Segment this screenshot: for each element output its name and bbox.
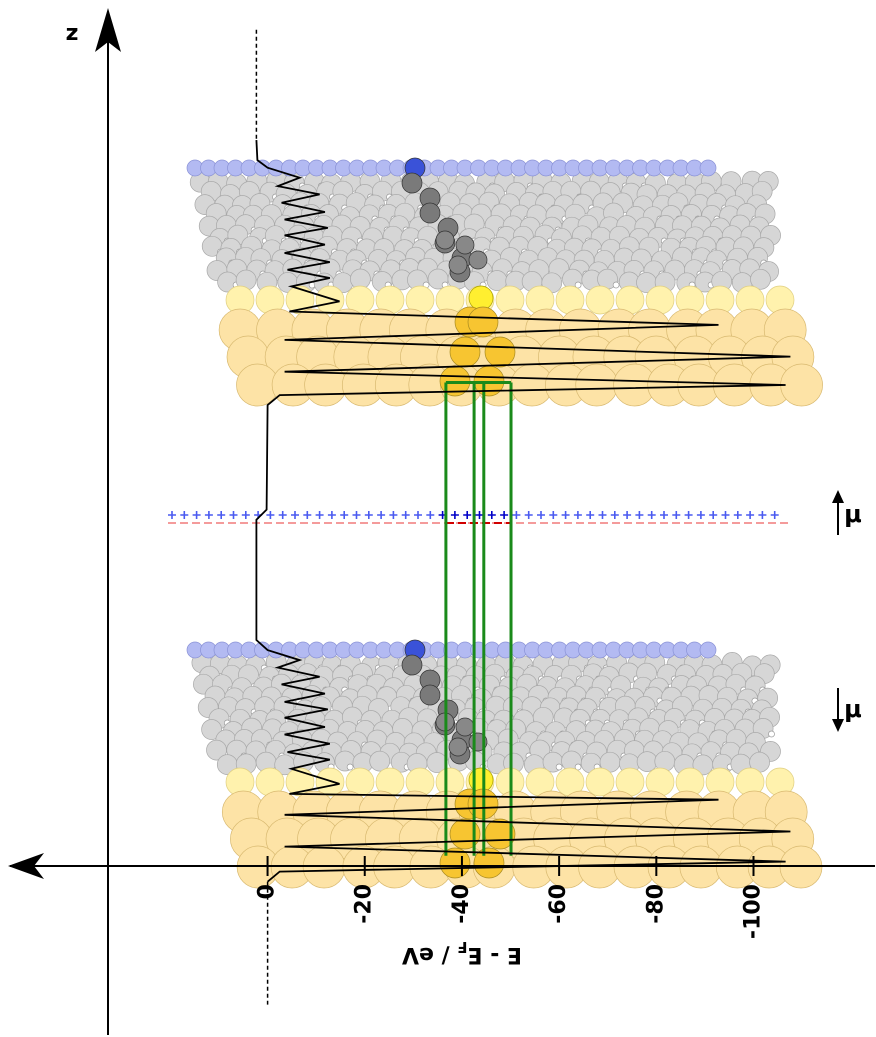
- sulfur-layer-atom: [586, 286, 614, 314]
- charge-plus: [697, 511, 705, 519]
- charge-plus: [242, 511, 250, 519]
- charge-plus: [180, 511, 188, 519]
- figure: z μ μ 0 -20 -40 -60 -80 -100 E - EF / eV: [0, 0, 876, 1037]
- dipole-label: μ: [844, 695, 862, 723]
- charge-plus: [389, 511, 397, 519]
- charge-plus: [316, 511, 324, 519]
- charge-plus: [586, 511, 594, 519]
- molecule-atom: [420, 203, 440, 223]
- charge-plus: [266, 511, 274, 519]
- x-axis-label-part: F: [457, 938, 467, 956]
- charge-plus: [426, 511, 434, 519]
- carbon-atom: [637, 752, 657, 772]
- charge-plus: [291, 511, 299, 519]
- mu-up: μ: [832, 490, 862, 535]
- charge-plus: [205, 511, 213, 519]
- charge-plus: [328, 511, 336, 519]
- charge-plus: [709, 511, 717, 519]
- x-tick-label: -60: [546, 884, 571, 924]
- gold-atom: [576, 364, 618, 406]
- charge-plus: [353, 511, 361, 519]
- charge-plus: [377, 511, 385, 519]
- x-tick-label: -80: [643, 884, 668, 924]
- charge-plus: [722, 511, 730, 519]
- charge-plus: [574, 511, 582, 519]
- molecule-atom: [456, 236, 474, 254]
- molecule-atom: [456, 718, 474, 736]
- molecule-atom: [449, 256, 467, 274]
- molecule-atom: [420, 685, 440, 705]
- hydrogen-atom: [769, 731, 775, 737]
- charge-plus: [672, 511, 680, 519]
- charge-plus: [476, 511, 484, 519]
- dipole-layer: [168, 511, 792, 523]
- x-tick-label: -40: [449, 884, 474, 924]
- z-axis-label: z: [66, 21, 79, 46]
- charge-plus: [771, 511, 779, 519]
- charge-plus: [230, 511, 238, 519]
- charge-plus: [685, 511, 693, 519]
- sulfur-layer-atom: [586, 768, 614, 796]
- nitrogen-atom: [700, 642, 716, 658]
- hydrogen-atom: [613, 282, 619, 288]
- charge-plus: [623, 511, 631, 519]
- hydrogen-atom: [556, 764, 562, 770]
- x-tick-label: -20: [352, 884, 377, 924]
- x-tick-label: 0: [255, 884, 280, 899]
- charge-plus: [500, 511, 508, 519]
- charge-plus: [549, 511, 557, 519]
- mu-down: μ: [832, 688, 862, 732]
- x-axis-label-part: / eV: [402, 942, 457, 967]
- charge-plus: [758, 511, 766, 519]
- charge-plus: [611, 511, 619, 519]
- molecule-atom: [402, 655, 422, 675]
- charge-plus: [512, 511, 520, 519]
- x-tick-label: -100: [741, 884, 766, 939]
- charge-plus: [746, 511, 754, 519]
- x-axis-label: E - EF / eV: [402, 938, 522, 967]
- charge-plus: [562, 511, 570, 519]
- dipole-label: μ: [844, 500, 862, 528]
- charge-plus: [193, 511, 201, 519]
- charge-plus: [340, 511, 348, 519]
- charge-plus: [168, 511, 176, 519]
- charge-plus: [635, 511, 643, 519]
- molecule-atom: [449, 738, 467, 756]
- charge-plus: [365, 511, 373, 519]
- charge-plus: [451, 511, 459, 519]
- charge-plus: [660, 511, 668, 519]
- molecule-atom: [469, 251, 487, 269]
- charge-plus: [734, 511, 742, 519]
- charge-plus: [279, 511, 287, 519]
- sulfur-atom: [469, 286, 493, 310]
- charge-plus: [599, 511, 607, 519]
- charge-plus: [537, 511, 545, 519]
- gold-adatom: [485, 337, 515, 367]
- molecule-atom: [402, 173, 422, 193]
- gold-atom: [781, 364, 823, 406]
- hydrogen-atom: [347, 764, 353, 770]
- x-axis-label-part: E - E: [468, 942, 523, 967]
- charge-plus: [648, 511, 656, 519]
- charge-plus: [414, 511, 422, 519]
- gold-adatom: [450, 337, 480, 367]
- molecule-atom: [436, 231, 454, 249]
- charge-plus: [488, 511, 496, 519]
- charge-plus: [525, 511, 533, 519]
- sulfur-layer-atom: [316, 286, 344, 314]
- charge-plus: [402, 511, 410, 519]
- charge-plus: [303, 511, 311, 519]
- nitrogen-atom: [700, 160, 716, 176]
- charge-plus: [463, 511, 471, 519]
- charge-plus: [217, 511, 225, 519]
